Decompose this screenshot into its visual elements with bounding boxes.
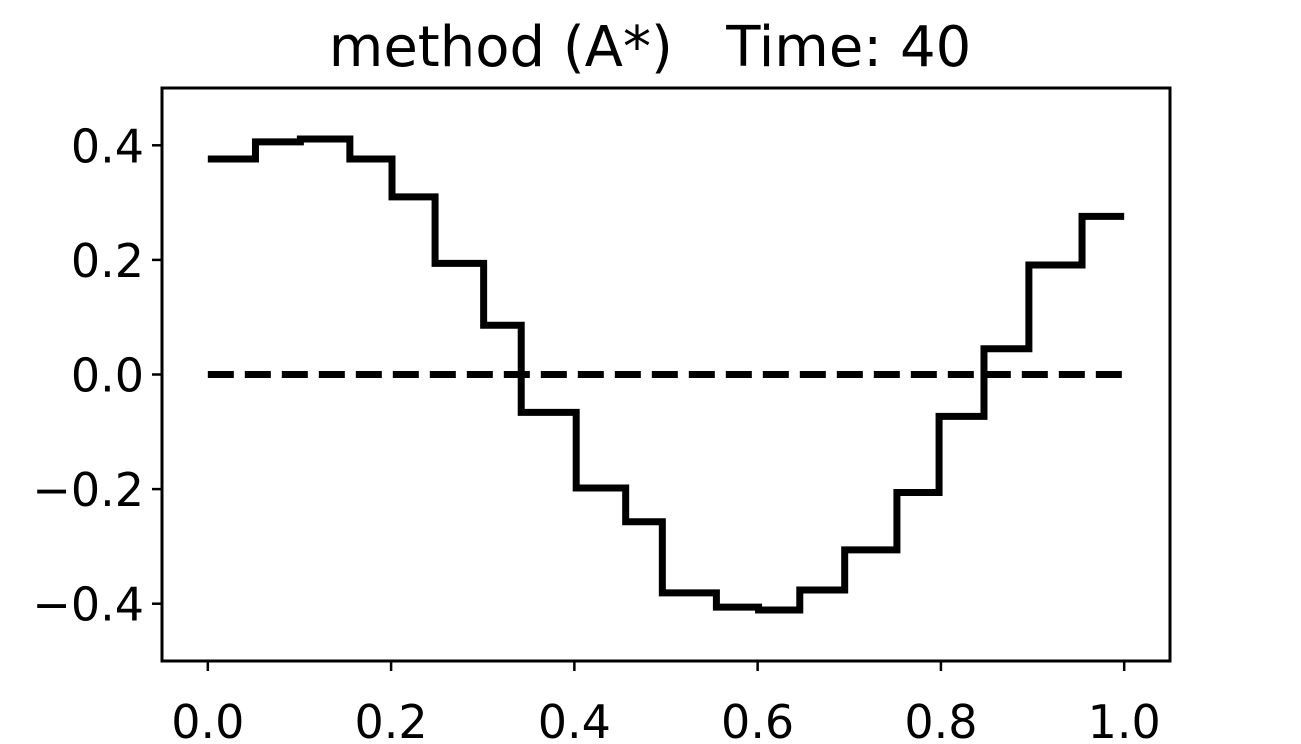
y-tick-label: −0.2 bbox=[32, 463, 144, 517]
y-tick-label: −0.4 bbox=[32, 578, 144, 632]
y-tick-label: 0.2 bbox=[71, 234, 144, 288]
plot-frame bbox=[160, 86, 1172, 663]
x-tick-label: 0.0 bbox=[171, 695, 244, 744]
y-tick-label: 0.4 bbox=[71, 119, 144, 173]
x-tick-label: 0.8 bbox=[904, 695, 977, 744]
x-tick-label: 0.4 bbox=[538, 695, 611, 744]
x-tick-label: 1.0 bbox=[1088, 695, 1161, 744]
x-tick-label: 0.6 bbox=[721, 695, 794, 744]
x-tick-label: 0.2 bbox=[355, 695, 428, 744]
y-tick-label: 0.0 bbox=[71, 349, 144, 403]
chart-title: method (A*) Time: 40 bbox=[329, 15, 971, 80]
data-line bbox=[207, 135, 1125, 614]
